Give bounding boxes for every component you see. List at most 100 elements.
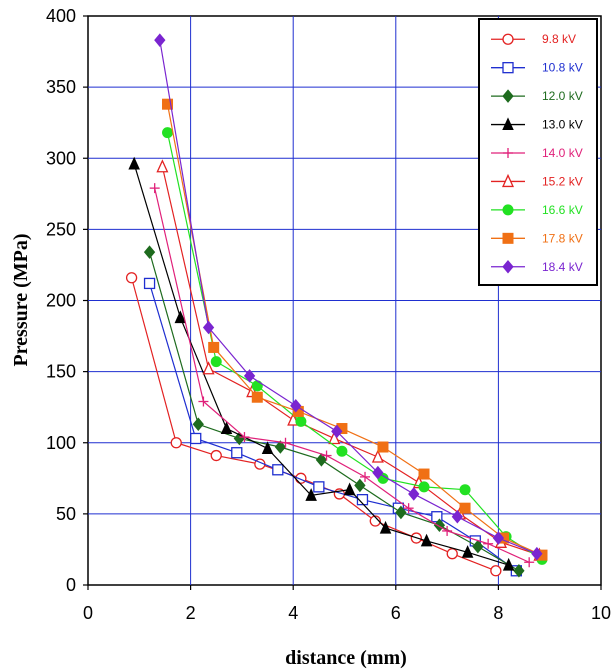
data-point-12-0-kv xyxy=(513,563,525,578)
series-layer xyxy=(125,33,548,578)
legend-label: 14.0 kV xyxy=(542,146,583,160)
data-point-18-4-kv xyxy=(408,487,420,501)
legend-box xyxy=(478,18,598,286)
series-18-4-kv xyxy=(154,33,543,561)
data-point-12-0-kv xyxy=(274,440,287,454)
data-point-9-8-kv xyxy=(125,272,138,284)
data-point-16-6-kv xyxy=(336,445,348,457)
y-tick-label: 150 xyxy=(46,362,76,382)
y-axis-ticks: 0 50 100 150 200 250 300 350 400 xyxy=(46,6,88,595)
legend-marker xyxy=(502,259,514,274)
data-point-14-0-kv xyxy=(360,471,371,482)
data-point-14-0-kv xyxy=(483,538,494,549)
data-point-16-6-kv xyxy=(295,415,307,427)
data-point-9-8-kv xyxy=(369,515,381,527)
legend-marker xyxy=(502,232,514,244)
data-point-12-0-kv xyxy=(354,478,366,493)
data-point-13-0-kv xyxy=(461,545,474,558)
data-point-18-4-kv xyxy=(451,509,464,524)
y-tick-label: 300 xyxy=(46,148,76,168)
legend-item-17-8-kv: 17.8 kV xyxy=(491,231,583,245)
data-point-17-8-kv xyxy=(208,341,220,353)
data-point-14-0-kv xyxy=(403,503,414,514)
y-axis-label: Pressure (MPa) xyxy=(10,233,32,366)
data-point-12-0-kv xyxy=(192,417,204,432)
data-point-10-8-kv xyxy=(143,277,156,290)
data-point-17-8-kv xyxy=(377,441,389,453)
data-point-18-4-kv xyxy=(331,424,343,439)
legend-label: 9.8 kV xyxy=(542,32,576,46)
y-tick-label: 200 xyxy=(46,291,76,311)
legend: 9.8 kV 10.8 kV 12.0 kV 13.0 kV 14.0 kV 15.2 k… xyxy=(478,18,598,286)
data-point-18-4-kv xyxy=(372,465,384,480)
legend-marker xyxy=(502,62,514,74)
legend-marker xyxy=(502,89,514,103)
x-axis-ticks: 0 2 4 6 8 10 xyxy=(83,585,611,623)
series-14-0-kv xyxy=(149,183,535,568)
data-point-18-4-kv xyxy=(202,320,215,335)
series-line-18-4-kv xyxy=(159,40,538,555)
x-tick-label: 6 xyxy=(391,603,401,623)
legend-marker xyxy=(501,173,515,188)
data-point-14-0-kv xyxy=(280,437,291,448)
legend-item-14-0-kv: 14.0 kV xyxy=(491,146,583,160)
data-point-13-0-kv xyxy=(343,482,356,496)
x-tick-label: 2 xyxy=(186,603,196,623)
data-point-17-8-kv xyxy=(162,98,174,110)
data-point-17-8-kv xyxy=(459,502,471,514)
data-point-17-8-kv xyxy=(418,468,430,480)
y-tick-label: 350 xyxy=(46,77,76,97)
data-point-12-0-kv xyxy=(143,245,156,259)
data-point-18-4-kv xyxy=(290,398,302,413)
data-point-18-4-kv xyxy=(154,33,166,47)
data-point-14-0-kv xyxy=(442,525,453,536)
legend-item-18-4-kv: 18.4 kV xyxy=(491,260,583,274)
data-point-9-8-kv xyxy=(446,548,458,560)
data-point-9-8-kv xyxy=(170,437,182,449)
x-tick-label: 0 xyxy=(83,603,93,623)
data-point-14-0-kv xyxy=(321,450,332,461)
series-line-17-8-kv xyxy=(166,104,543,556)
y-tick-label: 400 xyxy=(46,6,76,26)
data-point-12-0-kv xyxy=(315,453,328,467)
data-point-18-4-kv xyxy=(243,369,256,383)
series-line-10-8-kv xyxy=(148,283,517,572)
legend-item-9-8-kv: 9.8 kV xyxy=(491,32,576,46)
legend-item-12-0-kv: 12.0 kV xyxy=(491,89,583,103)
data-point-16-6-kv xyxy=(251,380,263,392)
series-line-14-0-kv xyxy=(154,187,530,563)
legend-item-15-2-kv: 15.2 kV xyxy=(491,173,583,188)
data-point-16-6-kv xyxy=(459,484,471,496)
data-point-14-0-kv xyxy=(239,432,250,443)
data-point-10-8-kv xyxy=(356,493,369,506)
data-point-10-8-kv xyxy=(190,432,202,445)
data-point-14-0-kv xyxy=(524,557,535,568)
legend-label: 18.4 kV xyxy=(542,260,583,274)
legend-label: 15.2 kV xyxy=(542,174,583,188)
legend-label: 12.0 kV xyxy=(542,89,583,103)
series-line-12-0-kv xyxy=(148,251,520,572)
x-axis-label: distance (mm) xyxy=(285,647,407,669)
legend-item-13-0-kv: 13.0 kV xyxy=(491,117,583,132)
data-point-17-8-kv xyxy=(251,391,263,403)
legend-label: 17.8 kV xyxy=(542,231,583,245)
data-point-10-8-kv xyxy=(313,481,325,493)
data-point-12-0-kv xyxy=(395,505,407,520)
data-point-12-0-kv xyxy=(472,539,484,554)
data-point-15-2-kv xyxy=(371,449,384,463)
legend-marker xyxy=(502,204,514,216)
data-point-13-0-kv xyxy=(502,557,515,571)
legend-label: 13.0 kV xyxy=(542,118,583,132)
legend-label: 10.8 kV xyxy=(542,61,583,75)
y-tick-label: 250 xyxy=(46,219,76,239)
legend-label: 16.6 kV xyxy=(542,203,583,217)
x-tick-label: 10 xyxy=(591,603,611,623)
series-10-8-kv xyxy=(143,277,523,577)
legend-marker xyxy=(503,148,513,158)
data-point-16-6-kv xyxy=(210,356,222,368)
x-tick-label: 8 xyxy=(493,603,503,623)
series-12-0-kv xyxy=(143,245,525,578)
legend-marker xyxy=(502,33,514,45)
data-point-13-0-kv xyxy=(379,520,392,534)
